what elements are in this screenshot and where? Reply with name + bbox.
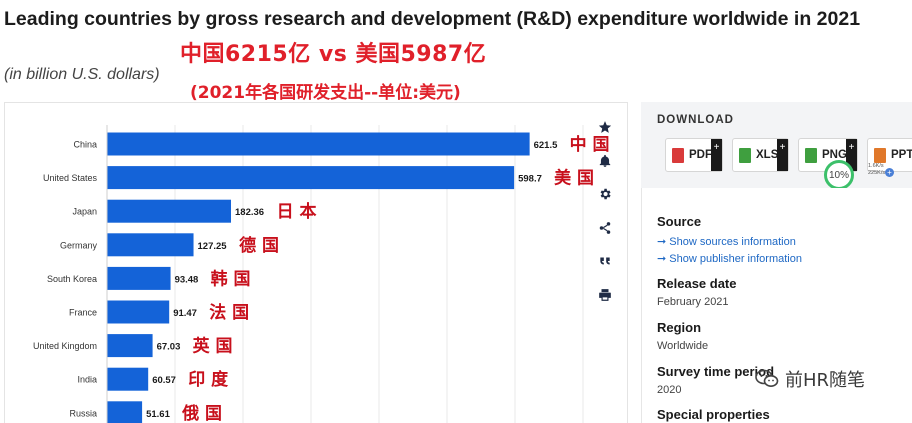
special-properties-heading: Special properties: [657, 407, 770, 422]
value-label: 51.61: [146, 409, 170, 420]
page-title: Leading countries by gross research and …: [4, 8, 861, 30]
category-label: China: [73, 140, 97, 150]
wechat-icon: [755, 369, 779, 389]
category-label: United States: [43, 173, 98, 183]
bar: [107, 334, 153, 358]
region-value: Worldwide: [657, 340, 709, 352]
release-date-heading: Release date: [657, 276, 737, 291]
country-annotation: 美 国: [554, 168, 594, 189]
category-label: Russia: [69, 408, 97, 418]
bar: [107, 199, 232, 223]
region-heading: Region: [657, 320, 702, 335]
gear-icon[interactable]: [590, 179, 620, 209]
watermark-text: 前HR随笔: [785, 370, 866, 391]
unit-annotation: (2021年各国研发支出--单位:美元): [190, 83, 461, 103]
bar: [107, 401, 143, 423]
bar: [107, 233, 194, 257]
category-label: France: [69, 308, 97, 318]
survey-period-heading: Survey time period: [657, 364, 775, 379]
country-annotation: 韩 国: [211, 268, 251, 289]
country-annotation: 英 国: [193, 336, 233, 357]
pdf-file-icon: [672, 147, 684, 163]
source-heading: Source: [657, 214, 702, 229]
download-speed: 225K/s: [868, 170, 886, 176]
chart-subtitle: (in billion U.S. dollars): [4, 66, 160, 83]
bar: [107, 166, 515, 190]
category-label: Germany: [60, 240, 98, 250]
bar-chart: China 621.5 中 国 United States 598.7 美 国 Japan 1…: [33, 125, 610, 423]
upload-speed: 1.6K/s: [868, 163, 884, 169]
country-annotation: 德 国: [239, 235, 279, 256]
download-box: DOWNLOAD PDF + XLS + PNG + PPT 10% 1.6K/…: [641, 102, 912, 190]
country-annotation: 印 度: [188, 369, 229, 390]
value-label: 91.47: [173, 308, 197, 319]
download-xls-label: XLS: [756, 149, 779, 161]
bar: [107, 132, 530, 156]
category-label: Japan: [72, 207, 97, 217]
country-annotation: 中 国: [570, 134, 610, 155]
speed-plus-icon[interactable]: +: [885, 168, 894, 177]
category-label: India: [77, 375, 97, 385]
bar: [107, 300, 170, 324]
country-annotation: 俄 国: [181, 403, 222, 423]
bar: [107, 367, 149, 391]
survey-period-value: 2020: [657, 384, 682, 396]
bar: [107, 266, 171, 290]
star-icon[interactable]: [590, 112, 620, 142]
download-pdf-label: PDF: [689, 149, 712, 161]
plus-icon: +: [846, 139, 857, 171]
chart-toolbar: [590, 112, 622, 313]
value-label: 598.7: [518, 174, 542, 185]
progress-ring: 10%: [824, 160, 854, 190]
value-label: 60.57: [152, 375, 176, 386]
bell-icon[interactable]: [590, 146, 620, 176]
plus-icon: +: [711, 139, 722, 171]
show-sources-link[interactable]: ➞ Show sources information: [657, 236, 796, 248]
watermark: 前HR随笔: [755, 366, 865, 392]
download-xls-button[interactable]: XLS +: [732, 138, 789, 172]
value-label: 621.5: [534, 140, 558, 151]
ppt-file-icon: [874, 147, 886, 163]
download-ppt-label: PPT: [891, 149, 912, 161]
print-icon[interactable]: [590, 280, 620, 310]
comparison-annotation: 中国6215亿 vs 美国5987亿: [180, 42, 487, 67]
value-label: 67.03: [157, 342, 181, 353]
value-label: 182.36: [235, 207, 264, 218]
chart-panel: China 621.5 中 国 United States 598.7 美 国 Japan 1…: [4, 102, 628, 423]
network-speed: 1.6K/s 225K/s: [868, 163, 885, 177]
png-file-icon: [805, 147, 817, 163]
show-publisher-link[interactable]: ➞ Show publisher information: [657, 253, 802, 265]
value-label: 127.25: [198, 241, 228, 252]
country-annotation: 日 本: [277, 201, 317, 222]
plus-icon: +: [777, 139, 788, 171]
download-png-label: PNG: [822, 149, 847, 161]
value-label: 93.48: [175, 274, 199, 285]
quote-icon[interactable]: [590, 246, 620, 276]
category-label: United Kingdom: [33, 341, 97, 351]
download-title: DOWNLOAD: [657, 114, 734, 126]
country-annotation: 法 国: [209, 302, 249, 323]
xls-file-icon: [739, 147, 751, 163]
category-label: South Korea: [47, 274, 97, 284]
release-date-value: February 2021: [657, 296, 729, 308]
download-pdf-button[interactable]: PDF +: [665, 138, 723, 172]
share-icon[interactable]: [590, 213, 620, 243]
